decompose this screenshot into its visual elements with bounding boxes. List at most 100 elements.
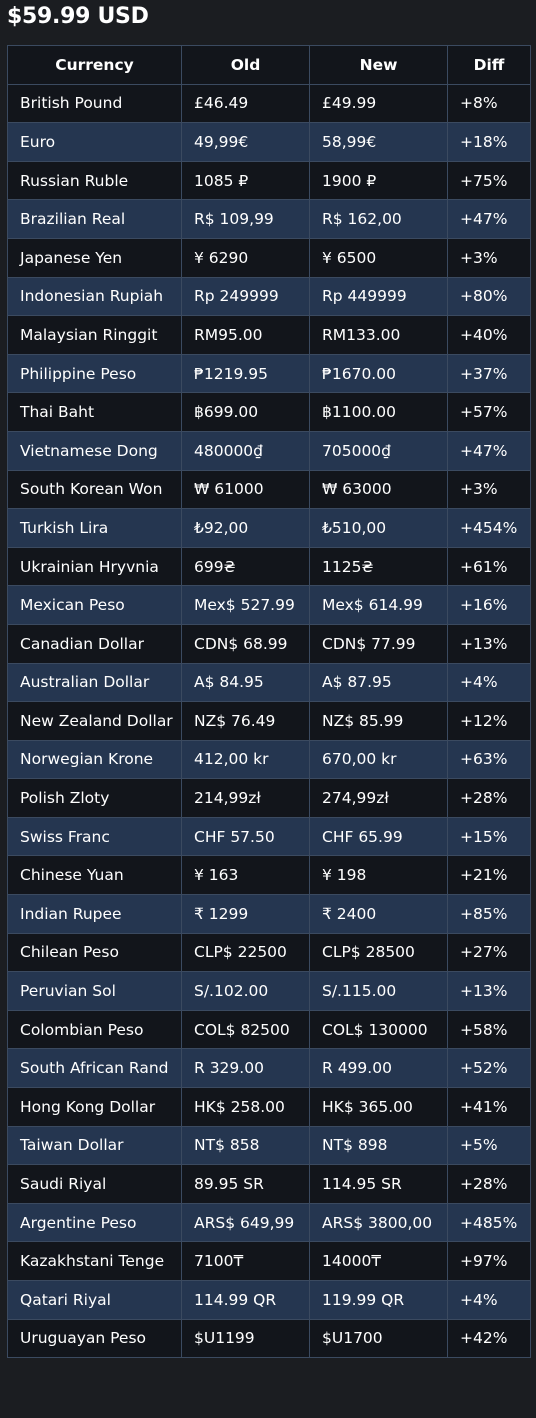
table-row: Turkish Lira ₺92,00 ₺510,00 +454%	[7, 508, 531, 548]
cell-old-price: £46.49	[181, 83, 310, 124]
cell-new-price: NZ$ 85.99	[309, 701, 448, 741]
cell-old-price: ₱1219.95	[181, 353, 310, 394]
cell-diff: +47%	[447, 430, 531, 471]
cell-currency: Canadian Dollar	[7, 623, 182, 664]
column-header-new: New	[309, 45, 448, 85]
cell-diff: +37%	[447, 353, 531, 394]
cell-old-price: ฿699.00	[181, 392, 310, 432]
table-row: Ukrainian Hryvnia 699₴ 1125₴ +61%	[7, 546, 531, 587]
cell-old-price: 114.99 QR	[181, 1280, 310, 1320]
cell-old-price: RM95.00	[181, 315, 310, 355]
cell-currency: Taiwan Dollar	[7, 1125, 182, 1166]
cell-old-price: 89.95 SR	[181, 1164, 310, 1204]
cell-new-price: HK$ 365.00	[309, 1087, 448, 1127]
cell-old-price: CHF 57.50	[181, 816, 310, 857]
cell-new-price: Mex$ 614.99	[309, 585, 448, 625]
cell-diff: +4%	[447, 1280, 531, 1320]
cell-new-price: CDN$ 77.99	[309, 623, 448, 664]
cell-currency: Ukrainian Hryvnia	[7, 546, 182, 587]
cell-new-price: 274,99zł	[309, 778, 448, 818]
cell-old-price: ARS$ 649,99	[181, 1202, 310, 1243]
cell-new-price: £49.99	[309, 83, 448, 124]
cell-currency: Colombian Peso	[7, 1009, 182, 1050]
column-header-old: Old	[181, 45, 310, 85]
cell-new-price: ₱1670.00	[309, 353, 448, 394]
cell-currency: Chilean Peso	[7, 932, 182, 973]
table-row: Argentine Peso ARS$ 649,99 ARS$ 3800,00 +48…	[7, 1202, 531, 1243]
cell-new-price: S/.115.00	[309, 971, 448, 1011]
cell-currency: Peruvian Sol	[7, 971, 182, 1011]
cell-new-price: 114.95 SR	[309, 1164, 448, 1204]
table-row: Thai Baht ฿699.00 ฿1100.00 +57%	[7, 392, 531, 432]
cell-new-price: $U1700	[309, 1318, 448, 1359]
table-row: South African Rand R 329.00 R 499.00 +52%	[7, 1048, 531, 1089]
table-row: Polish Zloty 214,99zł 274,99zł +28%	[7, 778, 531, 818]
cell-new-price: A$ 87.95	[309, 662, 448, 703]
cell-old-price: 412,00 kr	[181, 739, 310, 780]
cell-new-price: CLP$ 28500	[309, 932, 448, 973]
cell-currency: Thai Baht	[7, 392, 182, 432]
cell-old-price: ₹ 1299	[181, 894, 310, 934]
cell-currency: Qatari Riyal	[7, 1280, 182, 1320]
cell-diff: +27%	[447, 932, 531, 973]
cell-old-price: R$ 109,99	[181, 199, 310, 239]
table-row: Canadian Dollar CDN$ 68.99 CDN$ 77.99 +13%	[7, 623, 531, 664]
cell-diff: +52%	[447, 1048, 531, 1089]
cell-new-price: ₩ 63000	[309, 469, 448, 510]
cell-diff: +3%	[447, 469, 531, 510]
cell-new-price: 1125₴	[309, 546, 448, 587]
cell-currency: Mexican Peso	[7, 585, 182, 625]
cell-old-price: 214,99zł	[181, 778, 310, 818]
cell-currency: Brazilian Real	[7, 199, 182, 239]
table-header-row: Currency Old New Diff	[7, 45, 531, 85]
cell-currency: Turkish Lira	[7, 508, 182, 548]
column-header-diff: Diff	[447, 45, 531, 85]
cell-new-price: ₺510,00	[309, 508, 448, 548]
table-row: South Korean Won ₩ 61000 ₩ 63000 +3%	[7, 469, 531, 510]
cell-currency: Norwegian Krone	[7, 739, 182, 780]
table-row: Uruguayan Peso $U1199 $U1700 +42%	[7, 1318, 531, 1359]
cell-old-price: COL$ 82500	[181, 1009, 310, 1050]
cell-old-price: 1085 ₽	[181, 160, 310, 201]
table-row: Vietnamese Dong 480000₫ 705000₫ +47%	[7, 430, 531, 471]
cell-old-price: NT$ 858	[181, 1125, 310, 1166]
cell-diff: +28%	[447, 778, 531, 818]
cell-diff: +16%	[447, 585, 531, 625]
cell-diff: +8%	[447, 83, 531, 124]
cell-currency: Russian Ruble	[7, 160, 182, 201]
cell-old-price: Mex$ 527.99	[181, 585, 310, 625]
cell-diff: +97%	[447, 1241, 531, 1281]
cell-currency: Hong Kong Dollar	[7, 1087, 182, 1127]
cell-diff: +57%	[447, 392, 531, 432]
table-row: Kazakhstani Tenge 7100₸ 14000₸ +97%	[7, 1241, 531, 1281]
cell-new-price: ฿1100.00	[309, 392, 448, 432]
cell-currency: Malaysian Ringgit	[7, 315, 182, 355]
cell-currency: South African Rand	[7, 1048, 182, 1089]
cell-new-price: R$ 162,00	[309, 199, 448, 239]
cell-diff: +21%	[447, 855, 531, 896]
cell-old-price: 699₴	[181, 546, 310, 587]
cell-currency: Chinese Yuan	[7, 855, 182, 896]
cell-diff: +47%	[447, 199, 531, 239]
cell-currency: Kazakhstani Tenge	[7, 1241, 182, 1281]
table-row: Russian Ruble 1085 ₽1900 ₽ +75%	[7, 160, 531, 201]
table-row: Malaysian Ringgit RM95.00 RM133.00 +40%	[7, 315, 531, 355]
table-row: New Zealand Dollar NZ$ 76.49 NZ$ 85.99 +12%	[7, 701, 531, 741]
cell-old-price: Rp 249999	[181, 276, 310, 317]
cell-diff: +28%	[447, 1164, 531, 1204]
cell-new-price: ¥ 6500	[309, 237, 448, 278]
cell-currency: South Korean Won	[7, 469, 182, 510]
table-row: Euro 49,99€ 58,99€ +18%	[7, 122, 531, 162]
price-table: Currency Old New Diff British Pound £46.4…	[7, 45, 531, 1359]
cell-old-price: 480000₫	[181, 430, 310, 471]
cell-new-price: 14000₸	[309, 1241, 448, 1281]
cell-diff: +41%	[447, 1087, 531, 1127]
cell-new-price: COL$ 130000	[309, 1009, 448, 1050]
cell-new-price: 670,00 kr	[309, 739, 448, 780]
table-row: Chilean Peso CLP$ 22500 CLP$ 28500 +27%	[7, 932, 531, 973]
cell-new-price: RM133.00	[309, 315, 448, 355]
cell-diff: +42%	[447, 1318, 531, 1359]
cell-diff: +15%	[447, 816, 531, 857]
cell-diff: +12%	[447, 701, 531, 741]
cell-currency: Australian Dollar	[7, 662, 182, 703]
